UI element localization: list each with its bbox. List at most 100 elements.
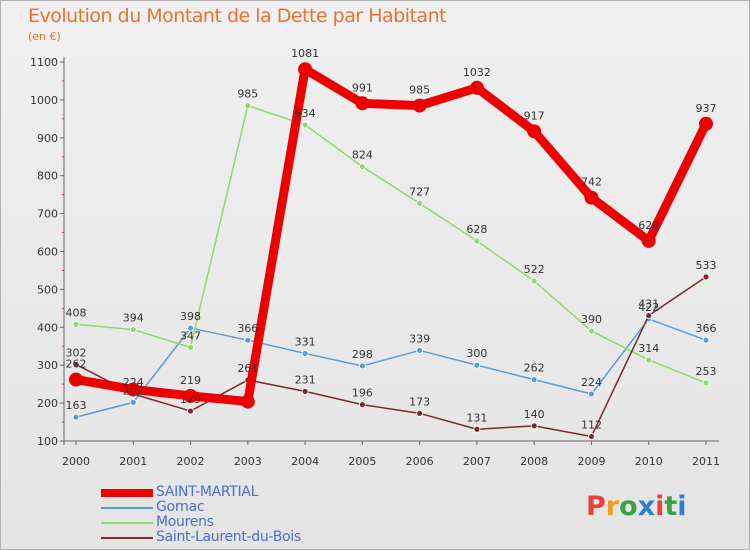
data-point bbox=[416, 409, 424, 417]
legend-swatch bbox=[101, 537, 153, 539]
data-label: 1081 bbox=[291, 47, 319, 60]
y-tick-label: 400 bbox=[37, 321, 58, 334]
data-point bbox=[588, 327, 595, 335]
data-label: 179 bbox=[180, 393, 201, 406]
chart-subtitle: (en €) bbox=[28, 30, 61, 43]
x-tick-label: 2006 bbox=[406, 455, 434, 468]
x-tick-label: 2008 bbox=[520, 455, 548, 468]
y-tick-label: 900 bbox=[37, 132, 58, 145]
legend-swatch bbox=[101, 522, 153, 524]
data-point bbox=[244, 102, 252, 109]
x-tick-label: 2000 bbox=[62, 455, 90, 468]
series-line-2 bbox=[75, 104, 707, 384]
data-label: 824 bbox=[352, 149, 373, 162]
logo-letter: i bbox=[677, 491, 687, 522]
data-point bbox=[72, 361, 80, 368]
data-label: 390 bbox=[581, 313, 602, 326]
x-tick-label: 2004 bbox=[291, 455, 319, 468]
data-label: 314 bbox=[638, 342, 659, 355]
y-tick-label: 500 bbox=[37, 283, 58, 296]
y-tick-label: 700 bbox=[37, 208, 58, 221]
data-label: 224 bbox=[581, 376, 602, 389]
data-label: 262 bbox=[66, 358, 87, 371]
data-label: 522 bbox=[524, 263, 545, 276]
data-label: 985 bbox=[409, 84, 430, 97]
data-label: 253 bbox=[696, 365, 717, 378]
logo-letter: P bbox=[586, 491, 606, 522]
data-point bbox=[187, 324, 194, 332]
data-point bbox=[530, 422, 538, 430]
data-label: 937 bbox=[696, 102, 717, 115]
y-tick-label: 300 bbox=[37, 359, 58, 372]
data-label: 339 bbox=[409, 332, 430, 345]
data-point bbox=[530, 277, 538, 285]
data-label: 917 bbox=[524, 109, 545, 122]
series-line-3 bbox=[75, 276, 707, 438]
data-label: 261 bbox=[237, 362, 258, 375]
data-point bbox=[645, 312, 653, 319]
data-label: 991 bbox=[352, 81, 373, 94]
data-point bbox=[527, 124, 542, 139]
x-tick-label: 2005 bbox=[348, 455, 376, 468]
x-tick-label: 2009 bbox=[577, 455, 605, 468]
x-tick-label: 2007 bbox=[463, 455, 491, 468]
y-tick-label: 100 bbox=[37, 435, 58, 448]
data-point bbox=[301, 121, 309, 129]
data-label: 131 bbox=[466, 411, 487, 424]
proxiti-logo: Proxiti bbox=[586, 491, 687, 522]
data-label: 202 bbox=[123, 384, 144, 397]
data-point bbox=[301, 350, 309, 357]
series-line-0 bbox=[71, 64, 711, 407]
data-point bbox=[358, 163, 366, 171]
y-tick-label: 1000 bbox=[30, 94, 58, 107]
data-point bbox=[473, 425, 481, 433]
data-point bbox=[702, 336, 710, 344]
y-tick-label: 200 bbox=[37, 397, 58, 410]
data-label: 727 bbox=[409, 185, 430, 198]
x-tick-label: 2002 bbox=[177, 455, 205, 468]
legend-label: Gornac bbox=[156, 499, 205, 515]
data-label: 331 bbox=[295, 335, 316, 348]
x-tick-label: 2001 bbox=[119, 455, 147, 468]
data-point bbox=[183, 388, 198, 403]
data-label: 408 bbox=[66, 306, 87, 319]
x-tick-label: 2010 bbox=[635, 455, 663, 468]
data-label: 231 bbox=[295, 373, 316, 386]
data-point bbox=[702, 379, 710, 387]
data-point bbox=[416, 199, 424, 207]
data-label: 173 bbox=[409, 395, 430, 408]
legend-swatch bbox=[101, 507, 153, 509]
data-point bbox=[358, 362, 366, 370]
data-label: 196 bbox=[352, 387, 373, 400]
data-label: 298 bbox=[352, 348, 373, 361]
data-label: 394 bbox=[123, 312, 144, 325]
data-point bbox=[298, 62, 313, 77]
data-point bbox=[244, 336, 252, 344]
data-label: 431 bbox=[638, 298, 659, 311]
y-tick-label: 800 bbox=[37, 170, 58, 183]
legend-label: SAINT-MARTIAL bbox=[156, 484, 259, 500]
data-label: 934 bbox=[295, 107, 316, 120]
legend-label: Saint-Laurent-du-Bois bbox=[156, 529, 301, 545]
data-label: 300 bbox=[466, 347, 487, 360]
data-point bbox=[702, 273, 710, 281]
data-label: 533 bbox=[696, 259, 717, 272]
data-point bbox=[72, 413, 80, 421]
data-point bbox=[187, 343, 194, 351]
data-point bbox=[469, 80, 484, 95]
logo-letter: o bbox=[619, 491, 638, 522]
data-label: 219 bbox=[180, 374, 201, 387]
logo-letter: x bbox=[637, 491, 656, 522]
data-point bbox=[530, 376, 538, 384]
data-point bbox=[129, 326, 137, 333]
data-label: 366 bbox=[696, 322, 717, 335]
data-point bbox=[355, 96, 370, 111]
data-label: 628 bbox=[638, 219, 659, 232]
data-label: 1032 bbox=[463, 66, 491, 79]
data-point bbox=[645, 356, 653, 364]
data-label: 628 bbox=[466, 223, 487, 236]
data-point bbox=[129, 398, 137, 406]
data-point bbox=[588, 433, 595, 440]
